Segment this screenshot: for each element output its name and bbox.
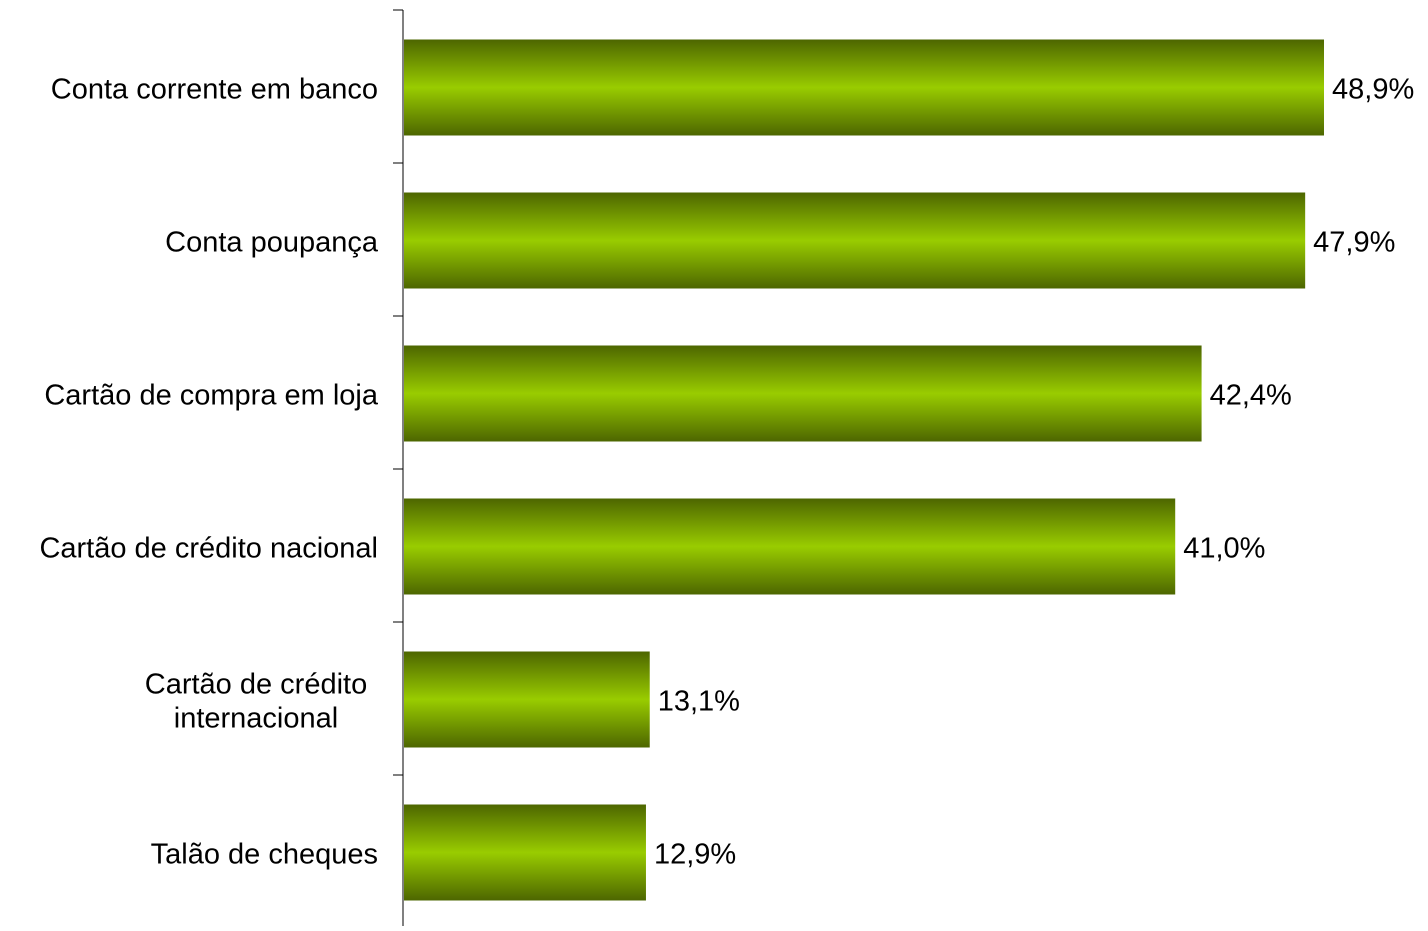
category-label: Talão de cheques: [151, 839, 378, 871]
bar: [404, 192, 1306, 289]
data-label: 13,1%: [658, 686, 740, 718]
bar: [404, 651, 650, 748]
bars-layer: [404, 39, 1324, 901]
data-label: 47,9%: [1313, 227, 1395, 259]
bar: [404, 498, 1176, 595]
data-label: 42,4%: [1210, 380, 1292, 412]
data-label: 41,0%: [1183, 533, 1265, 565]
category-label: Cartão de crédito: [145, 669, 367, 701]
category-label: internacional: [174, 703, 338, 735]
category-label: Conta poupança: [165, 227, 379, 259]
category-axis: [393, 9, 404, 926]
data-label: 12,9%: [654, 839, 736, 871]
category-label: Cartão de crédito nacional: [39, 533, 378, 565]
category-label: Cartão de compra em loja: [44, 380, 379, 412]
labels-layer: 48,9% Conta corrente em banco 47,9% Conta p…: [39, 74, 1414, 871]
bar: [404, 345, 1202, 442]
bar: [404, 804, 646, 901]
data-label: 48,9%: [1332, 74, 1414, 106]
bar: [404, 39, 1324, 136]
category-label: Conta corrente em banco: [51, 74, 378, 106]
